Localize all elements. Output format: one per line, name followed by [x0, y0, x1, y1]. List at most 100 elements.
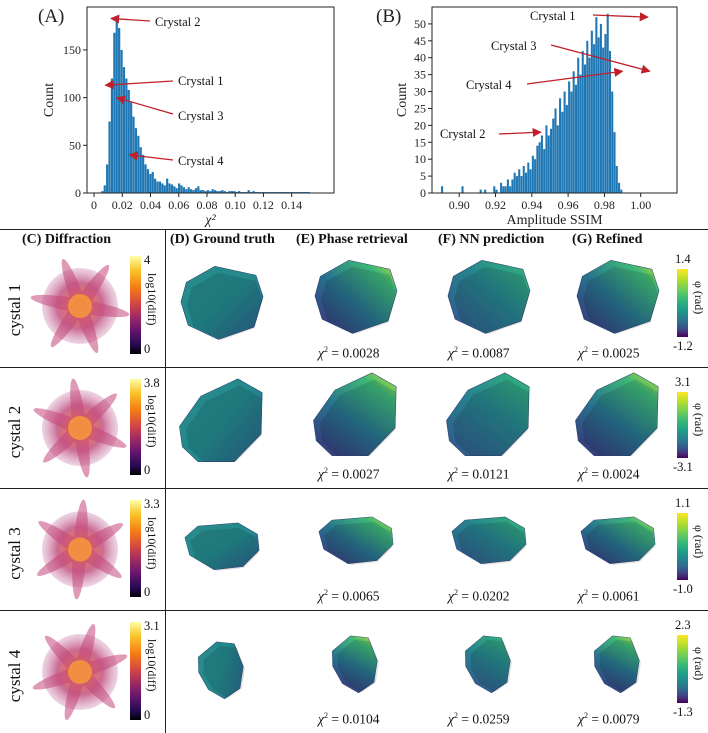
hist-bar [599, 23, 602, 194]
phase-retrieval-render [314, 260, 398, 335]
nn-prediction-render [465, 635, 512, 694]
x-tick-label: 0.92 [485, 198, 506, 212]
nn-prediction-render [446, 372, 530, 457]
hist-bar [543, 149, 546, 193]
hist-bar [154, 178, 157, 193]
hist-bar [509, 186, 512, 193]
hist-bar [527, 162, 530, 193]
chi-phase-retrieval: χ2 = 0.0104 [318, 711, 380, 727]
row-divider [0, 229, 708, 230]
ground-truth-render [179, 378, 263, 463]
hist-bar [606, 13, 609, 193]
phase-cb-min: -1.0 [673, 582, 693, 596]
row-divider [0, 610, 708, 611]
phase-retrieval-render [318, 516, 394, 566]
hist-bar [144, 164, 147, 193]
hist-bar [559, 98, 562, 193]
annotation-label: Crystal 4 [466, 78, 512, 92]
hist-bar [233, 191, 236, 193]
x-tick-label: 0 [91, 198, 97, 212]
hist-bar [570, 91, 573, 193]
hist-bar [506, 179, 509, 193]
diffraction-colorbar [130, 622, 141, 720]
hist-bar [149, 173, 152, 193]
header-refined: (G) Refined [572, 232, 643, 247]
x-tick-label: 0.14 [281, 198, 302, 212]
y-axis-label: Count [395, 83, 410, 117]
hist-bar [113, 32, 116, 193]
y-tick-label: 100 [63, 91, 81, 105]
x-tick-label: 0.04 [140, 198, 161, 212]
hist-bar [252, 191, 255, 193]
hist-bar [590, 30, 593, 193]
hist-bar [479, 189, 482, 193]
hist-bar [536, 145, 539, 193]
column-divider [165, 229, 166, 733]
x-tick-label: 0.96 [558, 198, 579, 212]
hist-bar [549, 128, 553, 193]
y-tick-label: 45 [414, 34, 426, 48]
hist-bar [158, 181, 162, 193]
hist-bar [230, 191, 234, 193]
y-tick-label: 0 [75, 186, 81, 200]
hist-bar [192, 190, 195, 193]
row-figure: cystal 4 [5, 623, 641, 721]
diffraction-cb-label: log10(diff) [145, 639, 159, 692]
diffraction-cb-max: 3.3 [144, 497, 160, 511]
y-tick-label: 10 [414, 152, 426, 166]
chi-nn-prediction: χ2 = 0.0259 [448, 711, 510, 727]
hist-bar [611, 91, 614, 193]
hist-bar [615, 165, 618, 193]
diffraction-colorbar [130, 500, 141, 597]
hist-bar [574, 84, 577, 193]
hist-bar [218, 191, 222, 193]
hist-bar [618, 182, 621, 193]
phase-cb-label: φ (rad) [692, 281, 706, 315]
diffraction-cb-max: 4 [144, 253, 151, 267]
row-label: cystal 1 [5, 284, 24, 336]
x-tick-label: 0.94 [521, 198, 542, 212]
diffraction-cb-min: 0 [144, 463, 151, 477]
phase-colorbar [677, 269, 688, 337]
diffraction-cb-label: log10(diff) [145, 273, 159, 326]
y-tick-label: 50 [69, 138, 81, 152]
annotation-label: Crystal 3 [178, 109, 223, 123]
hist-bar [103, 185, 106, 193]
hist-bar [139, 147, 142, 193]
histogram-ssim: 0.90 0.92 0.94 0.96 0.98 1.00 0 5 10 15 20 25 30 35 40… [376, 6, 678, 228]
hist-bar [461, 186, 464, 193]
hist-bar [142, 154, 145, 193]
hist-bar [178, 183, 181, 193]
nn-prediction-render [447, 260, 531, 335]
annotation-label: Crystal 1 [178, 74, 223, 88]
row-divider [0, 488, 708, 489]
x-tick-label: 0.08 [196, 198, 217, 212]
hist-bar [572, 71, 575, 193]
hist-bar [151, 172, 154, 193]
diffraction-cb-max: 3.1 [144, 619, 160, 633]
annotation-arrow [115, 95, 174, 115]
hist-bar [581, 50, 584, 193]
diffraction-cb-label: log10(diff) [145, 395, 159, 448]
chi-refined: χ2 = 0.0061 [578, 588, 640, 604]
hist-bar [613, 132, 616, 193]
hist-bar [180, 185, 183, 193]
annotation-arrow [104, 80, 174, 90]
annotation-arrow [498, 127, 542, 138]
annotation-arrow [110, 14, 151, 24]
hist-bar [168, 183, 171, 193]
hist-bar [552, 118, 555, 193]
ground-truth-render [180, 266, 264, 341]
hist-bar [583, 64, 587, 193]
refined-render [575, 372, 659, 457]
chi-refined: χ2 = 0.0024 [578, 466, 640, 482]
phase-cb-label: φ (rad) [692, 524, 706, 558]
hist-bar [565, 105, 568, 193]
annotation-arrow [550, 44, 651, 74]
hist-bar [122, 67, 126, 193]
phase-cb-max: 1.1 [675, 496, 691, 510]
hist-bar [518, 169, 521, 193]
hist-bar [115, 18, 118, 194]
x-tick-label: 1.00 [630, 198, 651, 212]
phase-cb-min: -3.1 [673, 460, 693, 474]
